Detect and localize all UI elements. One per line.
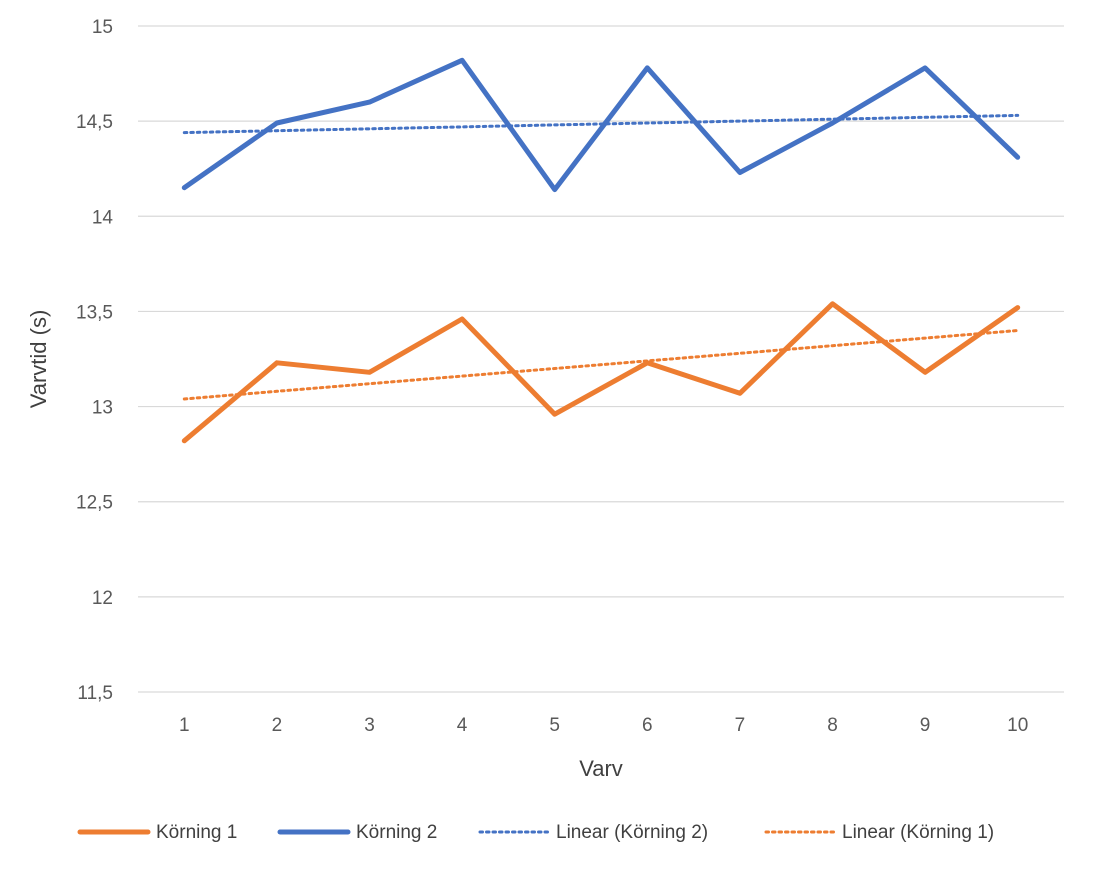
y-axis-ticks: 11,5 12 12,5 13 13,5 14 14,5 15 [76, 17, 113, 704]
legend-label: Linear (Körning 1) [842, 822, 994, 843]
y-tick-label: 13 [92, 398, 113, 419]
x-tick-label: 1 [179, 715, 190, 736]
x-tick-label: 6 [642, 715, 653, 736]
x-tick-label: 5 [549, 715, 560, 736]
x-tick-label: 4 [457, 715, 468, 736]
y-tick-label: 14,5 [76, 112, 113, 133]
legend-label: Körning 1 [156, 822, 237, 843]
y-tick-label: 15 [92, 17, 113, 38]
y-tick-label: 12,5 [76, 493, 113, 514]
trendline [182, 329, 1020, 401]
trendlines [182, 113, 1020, 401]
y-tick-label: 13,5 [76, 302, 113, 323]
trendline [182, 113, 1020, 135]
y-tick-label: 14 [92, 207, 114, 228]
x-axis-ticks: 1 2 3 4 5 6 7 8 9 10 [179, 715, 1028, 736]
y-tick-label: 11,5 [77, 683, 113, 704]
x-tick-label: 2 [272, 715, 283, 736]
legend-label: Körning 2 [356, 822, 437, 843]
legend-label: Linear (Körning 2) [556, 822, 708, 843]
x-tick-label: 10 [1007, 715, 1028, 736]
x-tick-label: 7 [735, 715, 746, 736]
x-tick-label: 8 [827, 715, 838, 736]
x-axis-title: Varv [579, 756, 623, 781]
legend: Körning 1 Körning 2 Linear (Körning 2) Line… [77, 822, 994, 843]
x-tick-label: 9 [920, 715, 931, 736]
series-line [181, 301, 1021, 444]
series-lines [181, 57, 1021, 444]
x-tick-label: 3 [364, 715, 375, 736]
y-axis-title: Varvtid (s) [26, 310, 51, 409]
series-line [181, 57, 1021, 193]
y-tick-label: 12 [92, 588, 113, 609]
